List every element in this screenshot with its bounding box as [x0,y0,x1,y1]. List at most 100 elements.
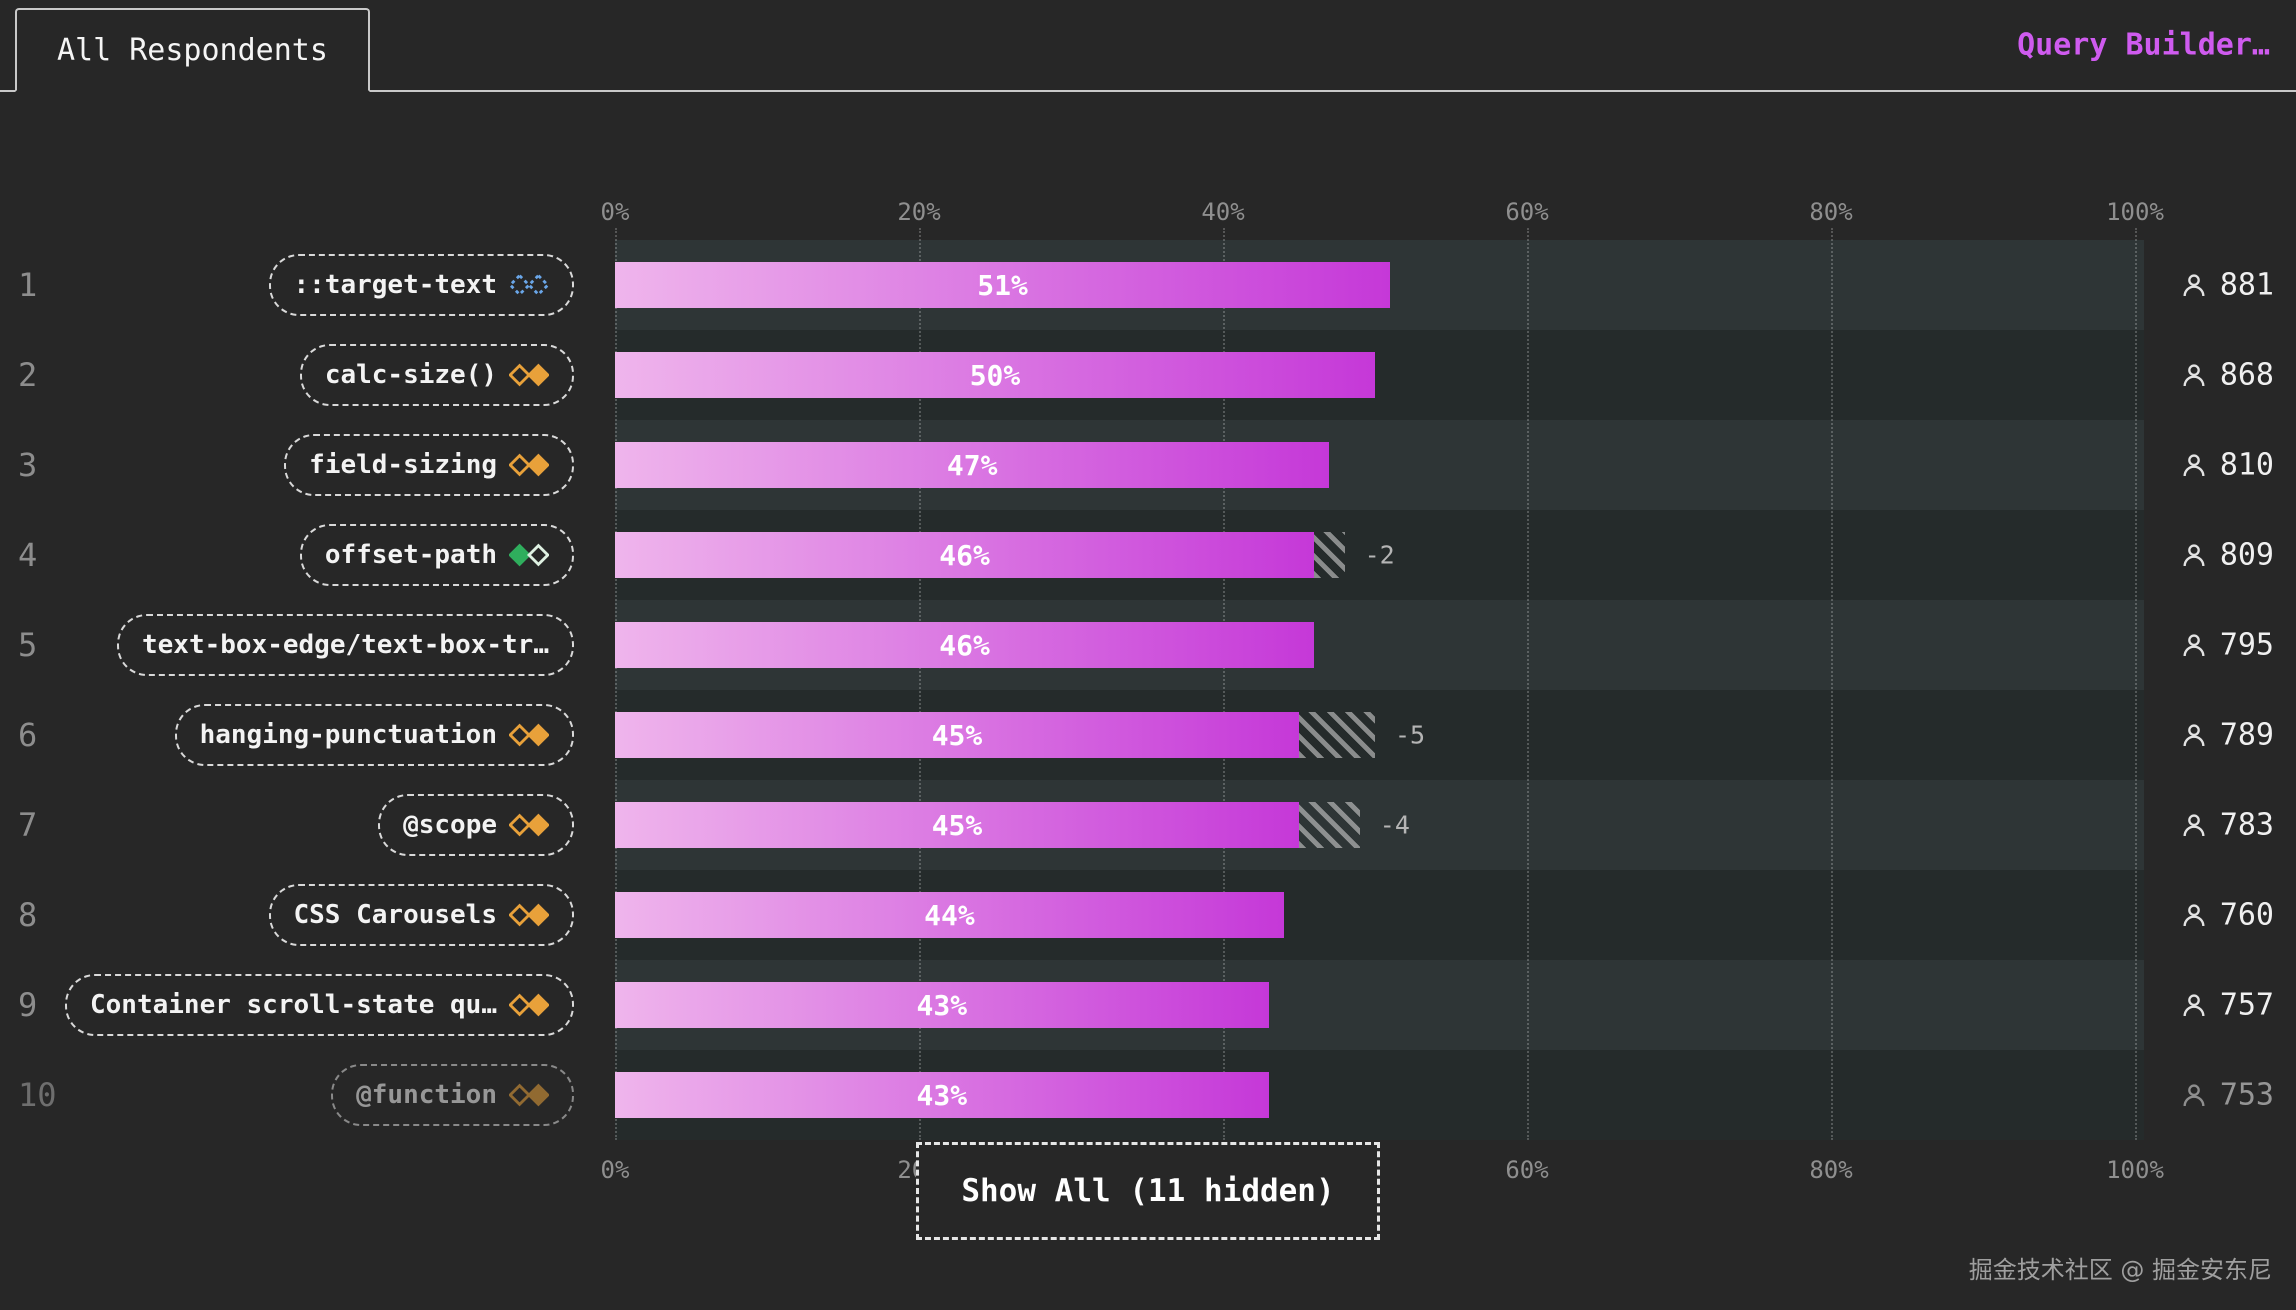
value-bar[interactable]: 45% [615,802,1299,848]
respondent-count: 868 [2180,358,2274,393]
bar-value-label: 46% [939,538,990,572]
value-bar[interactable]: 50% [615,352,1375,398]
chart-row: 3 field-sizing 47% 810 [0,420,2296,510]
row-rank: 3 [18,446,38,484]
bar-track: 45% -4 [615,780,2144,870]
bar-track: 51% [615,240,2144,330]
baseline-support-icon [509,903,549,927]
feature-label-pill[interactable]: calc-size() [299,344,574,406]
bar-track: 44% [615,870,2144,960]
respondent-count-value: 753 [2219,1077,2274,1113]
axis-tick: 20% [897,198,941,226]
delta-label: -4 [1379,810,1410,840]
label-cell: @scope [60,794,574,856]
feature-label-pill[interactable]: CSS Carousels [268,884,574,946]
person-icon [2183,1083,2205,1106]
feature-name: text-box-edge/text-box-tr… [142,630,549,660]
respondent-count-value: 810 [2219,447,2274,483]
respondent-count: 760 [2180,898,2274,933]
plot-area: 1 ::target-text 51% 881 2 [0,228,2296,1140]
axis-top: 0% 20% 40% 60% 80% 100% [0,196,2296,228]
respondent-count-value: 809 [2219,537,2274,573]
label-cell: field-sizing [60,434,574,496]
bar-track: 43% [615,960,2144,1050]
bar-track: 50% [615,330,2144,420]
feature-label-pill[interactable]: field-sizing [284,434,574,496]
value-bar[interactable]: 51% [615,262,1391,308]
feature-label-pill[interactable]: offset-path [299,524,574,586]
row-rank: 2 [18,356,38,394]
value-bar[interactable]: 47% [615,442,1330,488]
row-rank: 10 [18,1076,57,1114]
baseline-support-icon [509,363,549,387]
axis-tick: 0% [600,198,630,226]
delta-hatch [1299,802,1360,848]
delta-hatch [1314,532,1345,578]
bar-value-label: 47% [946,448,998,482]
feature-label-pill[interactable]: text-box-edge/text-box-tr… [117,614,574,676]
row-rank: 8 [18,896,38,934]
baseline-support-icon [509,1083,549,1107]
person-icon [2183,903,2205,926]
value-bar[interactable]: 46% [615,532,1315,578]
respondent-count: 881 [2180,268,2274,303]
feature-label-pill[interactable]: Container scroll-state qu… [65,974,574,1036]
value-bar[interactable]: 43% [615,1072,1269,1118]
value-bar[interactable]: 43% [615,982,1269,1028]
label-cell: text-box-edge/text-box-tr… [60,614,574,676]
respondent-count-value: 881 [2219,267,2274,303]
feature-name: @scope [403,810,497,840]
feature-name: hanging-punctuation [199,720,497,750]
label-cell: offset-path [60,524,574,586]
feature-label-pill[interactable]: @scope [378,794,574,856]
show-all-button[interactable]: Show All (11 hidden) [916,1142,1380,1240]
chart-area: 0% 20% 40% 60% 80% 100% 1 ::target-text 51% [0,196,2296,1186]
person-icon [2183,813,2205,836]
bar-value-label: 46% [939,628,990,662]
feature-name: offset-path [324,540,497,570]
axis-tick: 0% [600,1156,630,1184]
label-cell: calc-size() [60,344,574,406]
delta-label: -2 [1364,540,1395,570]
respondent-count: 757 [2180,988,2274,1023]
person-icon [2183,363,2205,386]
chart-row: 10 @function 43% 753 [0,1050,2296,1140]
person-icon [2183,633,2205,656]
respondent-count-value: 868 [2219,357,2274,393]
feature-label-pill[interactable]: @function [331,1064,574,1126]
bar-track: 43% [615,1050,2144,1140]
feature-name: Container scroll-state qu… [90,990,497,1020]
delta-label: -5 [1395,720,1426,750]
label-cell: hanging-punctuation [60,704,574,766]
value-bar[interactable]: 45% [615,712,1299,758]
axis-tick: 100% [2106,198,2164,226]
bar-value-label: 45% [931,718,983,752]
chart-row: 1 ::target-text 51% 881 [0,240,2296,330]
axis-tick: 60% [1505,198,1549,226]
axis-tick: 40% [1201,198,1245,226]
feature-label-pill[interactable]: ::target-text [268,254,574,316]
feature-name: CSS Carousels [293,900,498,930]
value-bar[interactable]: 44% [615,892,1284,938]
row-rank: 1 [18,266,38,304]
person-icon [2183,543,2205,566]
feature-name: ::target-text [293,270,498,300]
axis-tick: 80% [1809,198,1853,226]
respondent-count: 810 [2180,448,2274,483]
chart-row: 9 Container scroll-state qu… 43% 757 [0,960,2296,1050]
bar-track: 47% [615,420,2144,510]
bar-track: 46% [615,600,2144,690]
bar-value-label: 45% [931,808,983,842]
chart-row: 8 CSS Carousels 44% 760 [0,870,2296,960]
value-bar[interactable]: 46% [615,622,1315,668]
watermark: 掘金技术社区 @ 掘金安东尼 [1968,1256,2272,1284]
row-rank: 9 [18,986,38,1024]
baseline-support-icon [509,273,549,297]
respondent-count-value: 789 [2219,717,2274,753]
axis-tick: 80% [1809,1156,1853,1184]
query-builder-link[interactable]: Query Builder… [2017,27,2270,63]
feature-label-pill[interactable]: hanging-punctuation [174,704,574,766]
baseline-support-icon [509,453,549,477]
tab-all-respondents[interactable]: All Respondents [15,8,370,92]
